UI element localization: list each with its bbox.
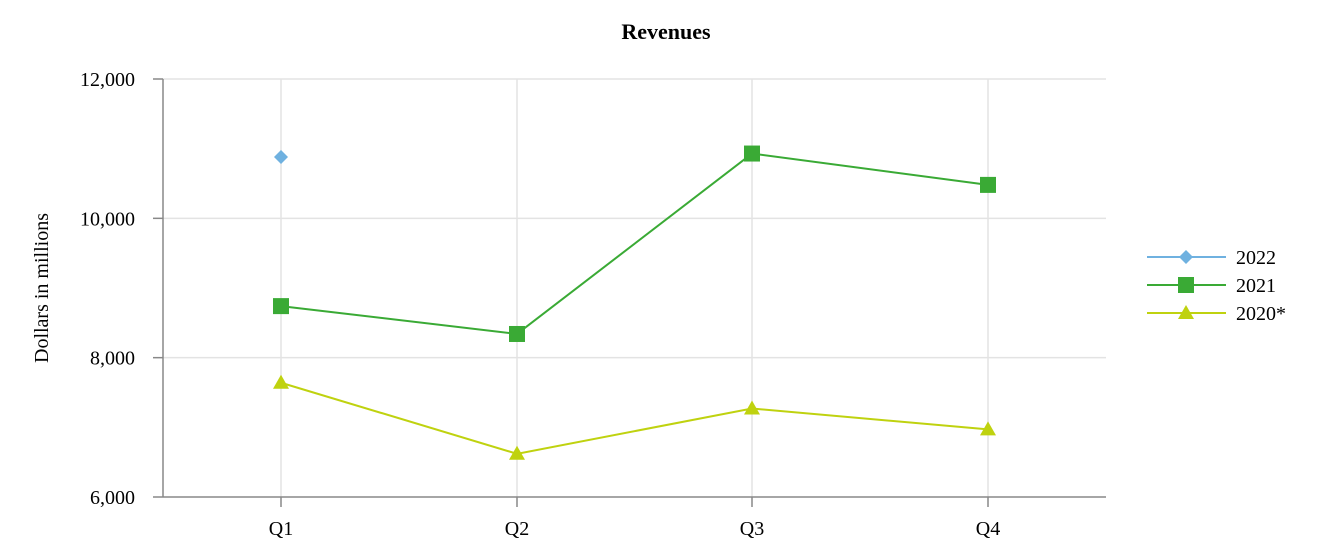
x-tick-label: Q3	[740, 518, 764, 540]
y-tick-label: 10,000	[80, 208, 135, 230]
legend-marker	[1179, 250, 1193, 264]
x-tick-labels: Q1 Q2 Q3 Q4	[269, 518, 1000, 540]
x-tick-label: Q1	[269, 518, 293, 540]
data-point	[273, 374, 289, 389]
series-line	[280, 381, 989, 455]
y-axis-label: Dollars in millions	[31, 213, 53, 363]
series-group	[273, 145, 996, 460]
series-2022	[274, 150, 288, 165]
legend-marker	[1178, 277, 1194, 293]
series-line	[280, 152, 989, 336]
data-point	[980, 421, 996, 436]
legend-label: 2020*	[1236, 303, 1286, 325]
data-point	[744, 400, 760, 415]
series-2020	[273, 374, 996, 460]
y-tick-label: 12,000	[80, 69, 135, 91]
legend-item: 2022	[1147, 247, 1276, 269]
chart-title: Revenues	[621, 19, 711, 44]
x-tick-label: Q4	[976, 518, 1000, 540]
series-2021	[273, 145, 996, 342]
data-point	[509, 325, 525, 342]
data-point	[273, 298, 289, 315]
data-point	[744, 145, 760, 162]
legend: 2022 2021 2020*	[1147, 247, 1286, 325]
gridlines	[163, 78, 1106, 497]
legend-marker	[1178, 305, 1194, 319]
legend-item: 2020*	[1147, 303, 1286, 325]
legend-label: 2022	[1236, 247, 1276, 269]
data-point	[274, 150, 288, 165]
legend-label: 2021	[1236, 275, 1276, 297]
axes	[153, 78, 1106, 507]
y-tick-label: 6,000	[90, 487, 135, 509]
legend-item: 2021	[1147, 275, 1276, 297]
data-point	[980, 176, 996, 193]
y-tick-label: 8,000	[90, 348, 135, 370]
x-tick-label: Q2	[505, 518, 529, 540]
y-tick-labels: 6,000 8,000 10,000 12,000	[80, 69, 135, 509]
data-point	[509, 445, 525, 460]
